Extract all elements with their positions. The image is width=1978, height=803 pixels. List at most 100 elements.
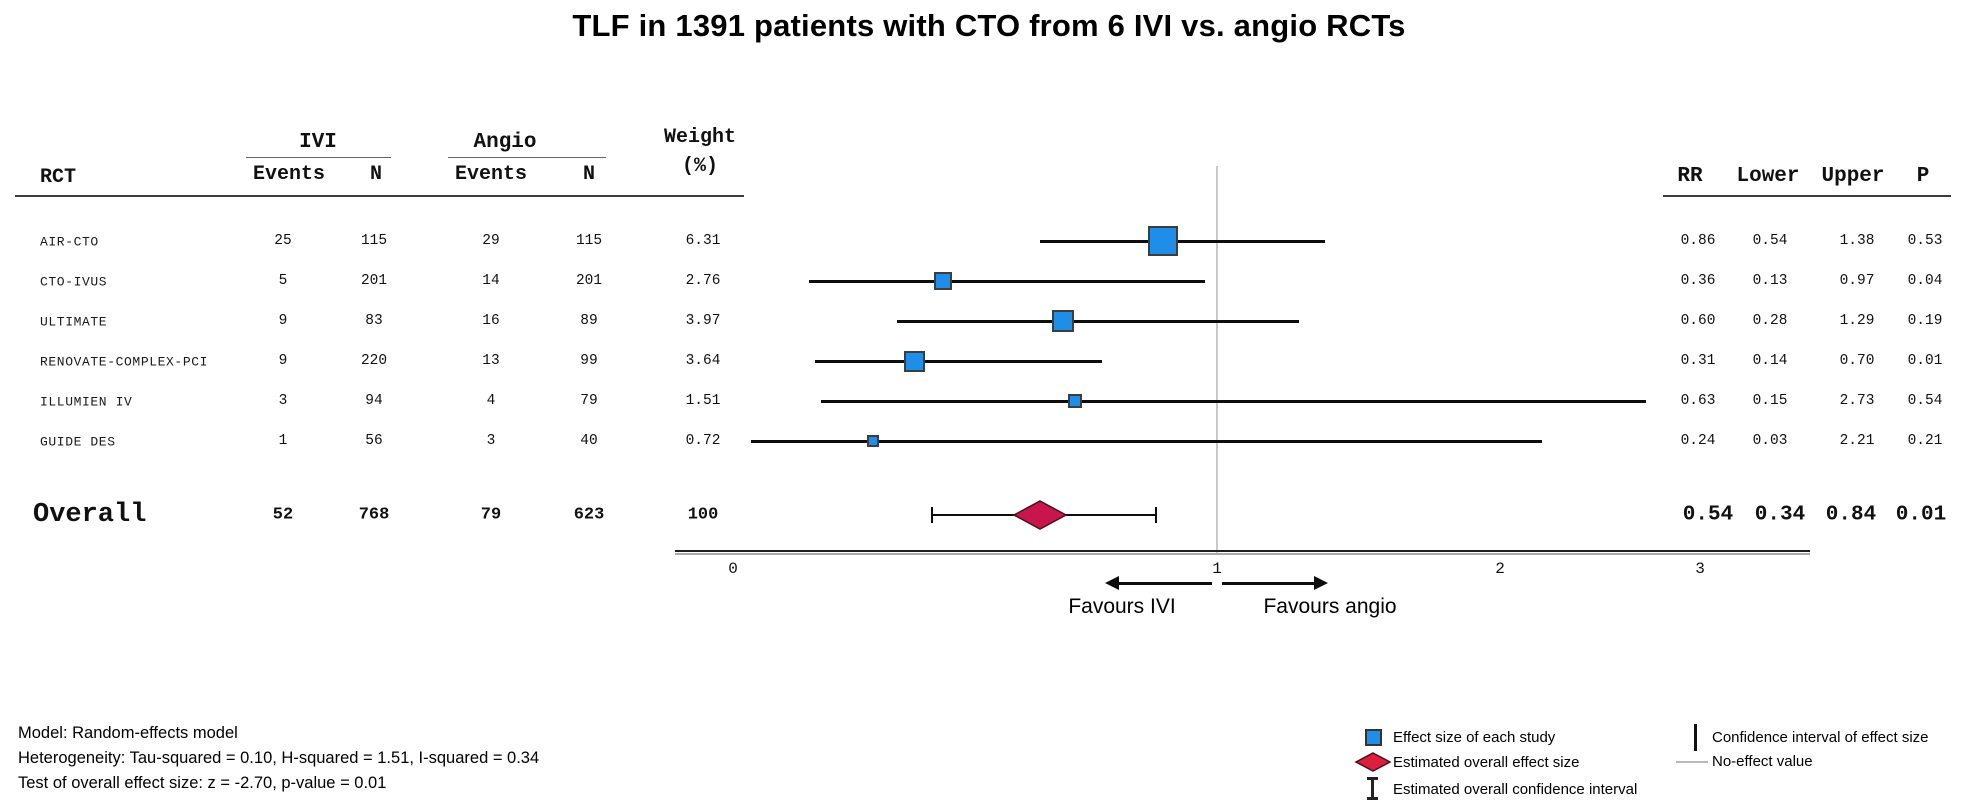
study-p: 0.54 <box>1907 393 1943 409</box>
study-rr: 0.36 <box>1680 273 1716 289</box>
study-name: ULTIMATE <box>40 314 108 330</box>
study-p: 0.04 <box>1907 273 1943 289</box>
overall-rr: 0.54 <box>1682 503 1734 527</box>
legend-no-effect-line-icon <box>1676 761 1708 763</box>
x-axis-tick-label: 1 <box>1212 560 1222 578</box>
study-name: GUIDE DES <box>40 434 116 450</box>
overall-angio-n: 623 <box>573 505 605 525</box>
study-angio-events: 16 <box>482 313 500 329</box>
x-axis-tick-label: 2 <box>1495 560 1505 578</box>
legend-ci-bar-icon <box>1694 724 1697 751</box>
legend-diamond-icon <box>1354 752 1392 772</box>
study-angio-events: 3 <box>486 433 496 449</box>
effect-size-square <box>934 272 953 290</box>
overall-upper: 0.84 <box>1825 503 1877 527</box>
study-angio-n: 89 <box>580 313 598 329</box>
study-upper: 0.97 <box>1839 273 1875 289</box>
legend-ci-of-effect-label: Confidence interval of effect size <box>1712 729 1929 746</box>
legend-overall-ci-label: Estimated overall confidence interval <box>1393 781 1638 798</box>
study-lower: 0.03 <box>1752 433 1788 449</box>
overall-ivi-n: 768 <box>358 505 390 525</box>
column-header-rr: RR <box>1677 165 1703 188</box>
legend-ibeam-stem <box>1371 777 1374 800</box>
study-name: CTO-IVUS <box>40 274 108 290</box>
column-header-ivi-n: N <box>369 163 383 186</box>
column-group-ivi: IVI <box>299 131 337 154</box>
study-weight-pct: 3.97 <box>685 313 721 329</box>
column-header-lower: Lower <box>1736 165 1800 188</box>
study-rr: 0.63 <box>1680 393 1716 409</box>
effect-size-square <box>867 435 880 447</box>
legend-no-effect-label: No-effect value <box>1712 753 1813 770</box>
legend-study-square-icon <box>1365 729 1382 746</box>
overall-angio-events: 79 <box>480 505 502 525</box>
no-effect-vertical-line <box>1216 166 1218 553</box>
study-angio-events: 29 <box>482 233 500 249</box>
x-axis-tick-label: 3 <box>1695 560 1705 578</box>
footnote-model: Model: Random-effects model <box>18 724 238 742</box>
favours-left-arrow-shaft <box>1119 582 1212 585</box>
column-header-upper: Upper <box>1821 165 1885 188</box>
overall-lower: 0.34 <box>1754 503 1806 527</box>
study-upper: 0.70 <box>1839 353 1875 369</box>
study-angio-n: 115 <box>575 233 603 249</box>
study-weight-pct: 6.31 <box>685 233 721 249</box>
study-angio-n: 99 <box>580 353 598 369</box>
x-axis-tick-label: 0 <box>728 560 738 578</box>
ci-line <box>750 439 1542 443</box>
study-ivi-events: 25 <box>274 233 292 249</box>
overall-p: 0.01 <box>1895 503 1947 527</box>
study-angio-events: 14 <box>482 273 500 289</box>
study-angio-events: 4 <box>486 393 496 409</box>
study-rr: 0.24 <box>1680 433 1716 449</box>
study-angio-n: 79 <box>580 393 598 409</box>
footnote-overall-test: Test of overall effect size: z = -2.70, … <box>18 774 387 792</box>
overall-ci-left-cap <box>930 507 934 523</box>
overall-ivi-events: 52 <box>272 505 294 525</box>
study-ivi-n: 83 <box>365 313 383 329</box>
effect-size-square <box>1052 310 1075 332</box>
study-weight-pct: 0.72 <box>685 433 721 449</box>
study-ivi-events: 9 <box>278 353 288 369</box>
study-ivi-n: 94 <box>365 393 383 409</box>
overall-effect-diamond-icon <box>1012 500 1068 530</box>
favours-right-label: Favours angio <box>1263 595 1397 618</box>
favours-right-arrow-shaft <box>1222 582 1314 585</box>
study-ivi-n: 220 <box>360 353 388 369</box>
study-angio-n: 40 <box>580 433 598 449</box>
x-axis-line <box>675 550 1810 552</box>
study-name: AIR-CTO <box>40 234 99 250</box>
study-p: 0.19 <box>1907 313 1943 329</box>
column-header-angio-events: Events <box>454 163 528 186</box>
study-ivi-events: 9 <box>278 313 288 329</box>
effect-size-square <box>903 350 925 372</box>
ivi-group-underline <box>246 157 391 159</box>
page-title: TLF in 1391 patients with CTO from 6 IVI… <box>572 8 1406 43</box>
study-p: 0.53 <box>1907 233 1943 249</box>
ci-line <box>808 279 1206 283</box>
legend-ibeam-bottom-cap <box>1367 797 1378 800</box>
favours-right-arrowhead-icon <box>1314 576 1328 590</box>
x-axis-shadow-line <box>675 553 1810 555</box>
overall-ci-right-cap <box>1154 507 1158 523</box>
legend-overall-effect-label: Estimated overall effect size <box>1393 754 1580 771</box>
study-ivi-n: 115 <box>360 233 388 249</box>
study-upper: 1.38 <box>1839 233 1875 249</box>
ci-line <box>814 359 1102 363</box>
column-header-angio-n: N <box>582 163 596 186</box>
study-ivi-events: 3 <box>278 393 288 409</box>
study-ivi-events: 1 <box>278 433 288 449</box>
study-name: ILLUMIEN IV <box>40 394 133 410</box>
study-lower: 0.15 <box>1752 393 1788 409</box>
study-name: RENOVATE-COMPLEX-PCI <box>40 354 209 370</box>
column-header-rct: RCT <box>40 166 77 189</box>
study-lower: 0.54 <box>1752 233 1788 249</box>
ci-line <box>896 319 1300 323</box>
ci-line <box>1040 239 1325 243</box>
study-weight-pct: 1.51 <box>685 393 721 409</box>
study-weight-pct: 3.64 <box>685 353 721 369</box>
study-upper: 1.29 <box>1839 313 1875 329</box>
effect-size-square <box>1148 226 1179 256</box>
right-header-rule <box>1663 195 1951 197</box>
